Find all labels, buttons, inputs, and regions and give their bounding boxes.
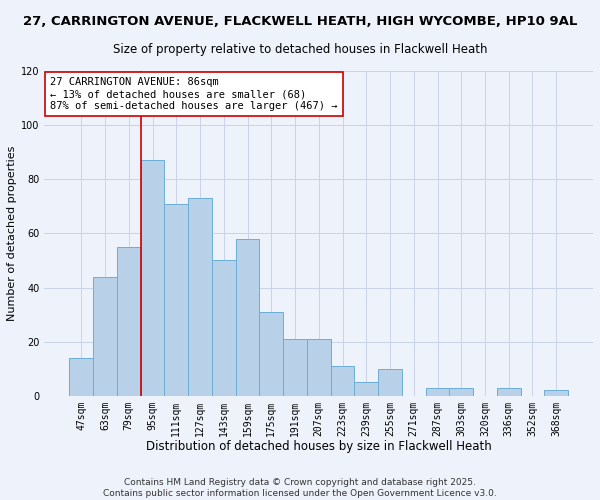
Bar [117,247,140,396]
Bar [140,160,164,396]
Bar [93,276,117,396]
Text: 27 CARRINGTON AVENUE: 86sqm
← 13% of detached houses are smaller (68)
87% of sem: 27 CARRINGTON AVENUE: 86sqm ← 13% of det… [50,78,337,110]
Bar [378,368,402,396]
Bar [331,366,355,396]
X-axis label: Distribution of detached houses by size in Flackwell Heath: Distribution of detached houses by size … [146,440,491,453]
Bar [449,388,473,396]
Text: 27, CARRINGTON AVENUE, FLACKWELL HEATH, HIGH WYCOMBE, HP10 9AL: 27, CARRINGTON AVENUE, FLACKWELL HEATH, … [23,15,577,28]
Bar [355,382,378,396]
Bar [212,260,236,396]
Bar [283,339,307,396]
Bar [164,204,188,396]
Text: Contains HM Land Registry data © Crown copyright and database right 2025.
Contai: Contains HM Land Registry data © Crown c… [103,478,497,498]
Bar [236,239,259,396]
Bar [307,339,331,396]
Bar [544,390,568,396]
Text: Size of property relative to detached houses in Flackwell Heath: Size of property relative to detached ho… [113,42,487,56]
Bar [425,388,449,396]
Y-axis label: Number of detached properties: Number of detached properties [7,146,17,321]
Bar [497,388,521,396]
Bar [70,358,93,396]
Bar [188,198,212,396]
Bar [259,312,283,396]
